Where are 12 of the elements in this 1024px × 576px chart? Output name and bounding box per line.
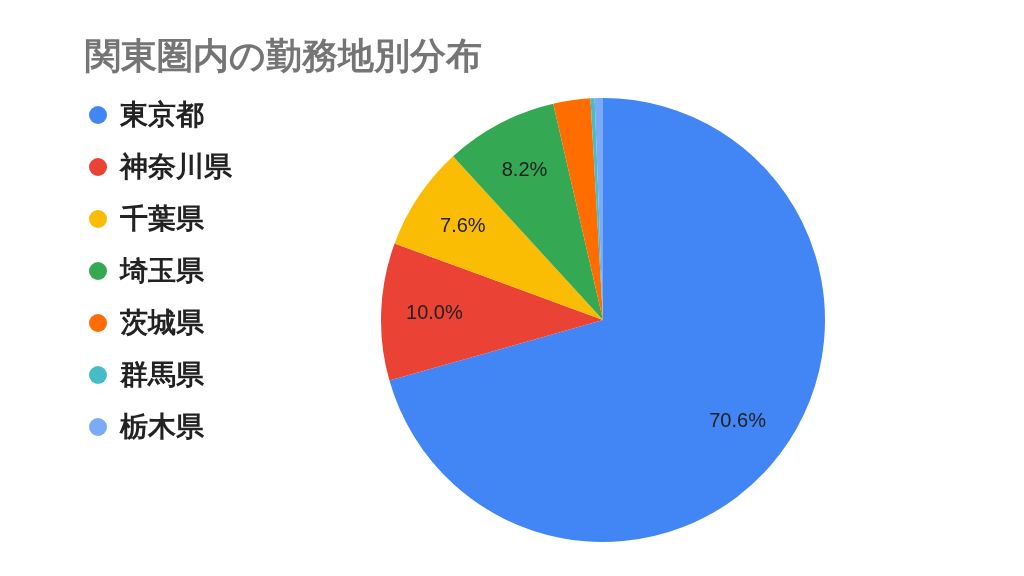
legend-label: 千葉県 — [120, 201, 204, 237]
data-label: 70.6% — [709, 409, 767, 432]
legend-label: 群馬県 — [120, 357, 204, 393]
legend-label: 東京都 — [120, 97, 204, 133]
data-label: 8.2% — [501, 158, 548, 181]
chart-title: 関東圏内の勤務地別分布 — [85, 35, 482, 76]
data-label: 10.0% — [406, 301, 463, 324]
legend-label: 神奈川県 — [120, 149, 232, 185]
legend-label: 栃木県 — [120, 409, 204, 445]
data-label: 7.6% — [440, 213, 486, 236]
legend-label: 茨城県 — [120, 305, 204, 341]
legend-label: 埼玉県 — [120, 253, 204, 289]
